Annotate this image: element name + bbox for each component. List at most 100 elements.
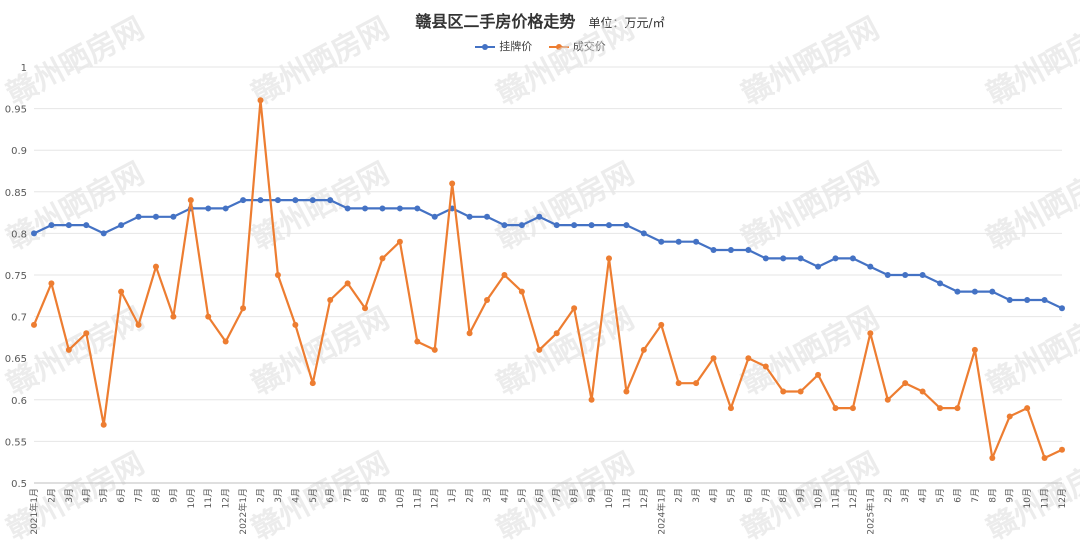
- x-tick-label: 2022年1月: [237, 488, 249, 535]
- data-point-listing-price: [518, 222, 525, 229]
- watermark-text: 赣州晒房网: [246, 446, 395, 547]
- y-tick-label: 0.95: [5, 105, 27, 116]
- x-tick-label: 4月: [918, 488, 929, 503]
- data-point-deal-price: [205, 313, 212, 320]
- x-tick-label: 7月: [970, 488, 981, 503]
- data-point-deal-price: [693, 380, 700, 387]
- data-point-listing-price: [675, 238, 682, 245]
- series-deal-price: [31, 97, 1065, 462]
- data-point-deal-price: [971, 346, 978, 353]
- data-point-deal-price: [135, 321, 142, 328]
- x-tick-label: 10月: [395, 488, 406, 508]
- y-axis: 0.5 0.55 0.6 0.65 0.7 0.75 0.8 0.85 0.9 0.95 1: [5, 63, 27, 490]
- data-point-listing-price: [48, 222, 55, 229]
- x-tick-label: 2月: [674, 488, 685, 503]
- x-tick-label: 12月: [221, 488, 232, 508]
- data-point-deal-price: [762, 363, 769, 370]
- data-point-deal-price: [536, 346, 543, 353]
- x-tick-label: 9月: [587, 488, 598, 503]
- x-tick-label: 3月: [900, 488, 911, 503]
- data-point-listing-price: [902, 272, 909, 278]
- data-point-deal-price: [187, 197, 194, 204]
- x-tick-label: 11月: [1040, 488, 1051, 508]
- data-point-listing-price: [484, 213, 491, 220]
- data-point-listing-price: [240, 197, 247, 204]
- chart-unit-label: 单位：万元/㎡: [588, 16, 665, 30]
- x-tick-label: 10月: [604, 488, 615, 508]
- x-axis: 2021年1月 2月 3月 4月 5月 6月 7月 8月 9月 10月 11月 12月 2022年1月 2…: [28, 488, 1068, 535]
- chart-title: 赣县区二手房价格走势: [415, 12, 576, 31]
- x-tick-label: 6月: [952, 488, 963, 503]
- x-tick-label: 2月: [465, 488, 476, 503]
- data-point-listing-price: [623, 222, 630, 229]
- x-tick-label: 4月: [290, 488, 301, 503]
- data-point-deal-price: [344, 280, 351, 287]
- data-point-listing-price: [884, 272, 891, 278]
- data-point-deal-price: [954, 405, 961, 412]
- x-tick-label: 4月: [81, 488, 92, 503]
- data-point-deal-price: [449, 180, 456, 187]
- data-point-listing-price: [867, 263, 874, 270]
- data-point-deal-price: [292, 321, 299, 328]
- data-point-deal-price: [222, 338, 229, 345]
- series-listing-price: [31, 197, 1065, 312]
- x-tick-label: 2021年1月: [28, 488, 40, 535]
- y-tick-label: 0.8: [11, 229, 27, 240]
- legend-marker-deal-price: [548, 44, 569, 50]
- x-tick-label: 5月: [99, 488, 110, 503]
- data-point-deal-price: [797, 388, 804, 395]
- data-point-deal-price: [466, 330, 473, 337]
- x-tick-label: 5月: [308, 488, 319, 503]
- y-tick-label: 0.55: [5, 437, 27, 448]
- data-point-deal-price: [710, 355, 717, 362]
- data-point-listing-price: [170, 213, 177, 220]
- data-point-listing-price: [396, 205, 403, 212]
- data-point-deal-price: [571, 305, 578, 312]
- data-point-listing-price: [1059, 305, 1065, 312]
- data-point-listing-price: [1041, 296, 1048, 303]
- watermark-text: 赣州晒房网: [491, 11, 640, 112]
- x-tick-label: 10月: [1022, 488, 1033, 508]
- data-point-deal-price: [152, 263, 159, 270]
- data-point-listing-price: [1024, 296, 1031, 303]
- data-point-deal-price: [83, 330, 90, 337]
- chart-legend: 挂牌价 成交价: [0, 38, 1080, 54]
- data-point-deal-price: [379, 255, 386, 262]
- data-point-listing-price: [849, 255, 856, 262]
- watermark-text: 赣州晒房网: [981, 156, 1080, 257]
- data-point-deal-price: [309, 380, 316, 387]
- data-point-deal-price: [1059, 446, 1065, 453]
- data-point-deal-price: [65, 346, 72, 353]
- x-tick-label: 8月: [151, 488, 162, 503]
- data-point-deal-price: [640, 346, 647, 353]
- data-point-listing-price: [780, 255, 787, 262]
- data-point-deal-price: [431, 346, 438, 353]
- x-tick-label: 12月: [848, 488, 859, 508]
- x-tick-label: 9月: [168, 488, 179, 503]
- x-tick-label: 2025年1月: [864, 488, 876, 535]
- data-point-listing-price: [797, 255, 804, 262]
- data-point-listing-price: [745, 247, 752, 254]
- data-point-deal-price: [274, 272, 281, 278]
- x-tick-label: 7月: [343, 488, 354, 503]
- y-tick-label: 0.75: [5, 271, 27, 282]
- watermark-text: 赣州晒房网: [736, 11, 885, 112]
- x-tick-label: 6月: [116, 488, 127, 503]
- data-point-listing-price: [292, 197, 299, 204]
- data-point-deal-price: [588, 396, 595, 403]
- x-tick-label: 11月: [830, 488, 841, 508]
- data-point-deal-price: [884, 396, 891, 403]
- x-tick-label: 8月: [360, 488, 371, 503]
- data-point-deal-price: [937, 405, 944, 412]
- data-point-listing-price: [466, 213, 473, 220]
- data-point-deal-price: [867, 330, 874, 337]
- x-tick-label: 2月: [46, 488, 57, 503]
- data-point-deal-price: [1024, 405, 1031, 412]
- data-point-deal-price: [780, 388, 787, 395]
- y-tick-label: 0.65: [5, 354, 27, 365]
- data-point-deal-price: [414, 338, 421, 345]
- data-point-listing-price: [1006, 296, 1013, 303]
